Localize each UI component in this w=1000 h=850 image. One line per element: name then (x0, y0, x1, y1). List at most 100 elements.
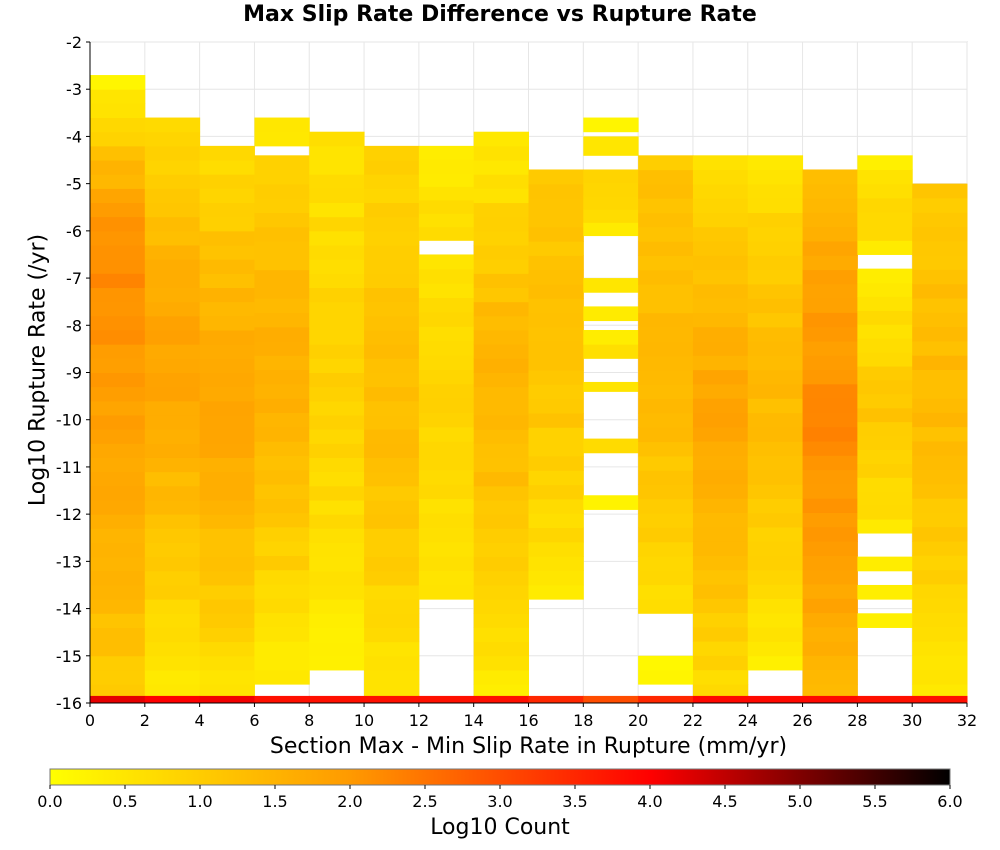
heatmap-cell (857, 613, 913, 628)
heatmap-cell (473, 202, 529, 218)
heatmap-cell (857, 407, 913, 423)
heatmap-cell (802, 240, 858, 256)
heatmap-cell (912, 298, 968, 313)
heatmap-cell (473, 542, 529, 558)
heatmap-cell (747, 398, 804, 414)
heatmap-cell (692, 512, 749, 528)
heatmap-cell (254, 484, 310, 499)
y-axis-label: Log10 Rupture Rate (/yr) (25, 233, 51, 507)
heatmap-cell (199, 145, 255, 161)
colorbar-tick-label: 3.0 (487, 792, 512, 811)
heatmap-cell (90, 372, 146, 388)
heatmap-cell (747, 512, 804, 528)
heatmap-cell (309, 145, 365, 161)
heatmap-cell (912, 455, 968, 471)
heatmap-cell (144, 514, 201, 529)
heatmap-cell (473, 528, 529, 543)
heatmap-cell (309, 499, 365, 515)
heatmap-cell (638, 655, 694, 671)
heatmap-cell (364, 330, 420, 345)
heatmap-cell (912, 626, 968, 642)
x-tick-label: 6 (249, 711, 259, 730)
heatmap-cell (364, 556, 420, 572)
heatmap-cell (473, 485, 529, 501)
heatmap-cell (802, 369, 858, 385)
heatmap-cell (90, 499, 146, 515)
heatmap-cell (583, 306, 639, 322)
heatmap-cell (90, 174, 146, 189)
heatmap-cell (418, 383, 475, 399)
heatmap-cell (802, 298, 858, 313)
heatmap-cell (692, 598, 749, 614)
heatmap-cell (418, 541, 475, 557)
heatmap-cell (199, 542, 255, 558)
heatmap-cell (199, 684, 255, 699)
heatmap-cell (473, 188, 529, 204)
heatmap-cell (364, 301, 420, 317)
heatmap-cell (473, 344, 529, 359)
heatmap-cell (747, 541, 804, 557)
heatmap-cell (692, 612, 749, 628)
y-tick-label: -10 (56, 411, 82, 430)
heatmap-cell (912, 412, 968, 428)
heatmap-cell (364, 344, 420, 359)
heatmap-cell (473, 315, 529, 331)
heatmap-cell (144, 188, 201, 204)
heatmap-cell (747, 612, 804, 628)
heatmap-cell (364, 627, 420, 643)
heatmap-cell (254, 455, 310, 471)
heatmap-cell (144, 330, 201, 345)
heatmap-cell (692, 469, 749, 485)
heatmap-cell (254, 669, 310, 685)
heatmap-cell (90, 287, 146, 303)
heatmap-cell (583, 278, 639, 293)
heatmap-cell (199, 216, 255, 232)
heatmap-cell (747, 412, 804, 428)
heatmap-cell (692, 298, 749, 313)
heatmap-cell (199, 344, 255, 359)
heatmap-cell (638, 556, 694, 571)
heatmap-cell (144, 584, 201, 600)
heatmap-cell (254, 183, 310, 199)
heatmap-cell (802, 169, 858, 185)
heatmap-cell (144, 202, 201, 218)
heatmap-cell (857, 268, 913, 284)
heatmap-cell (473, 216, 529, 232)
x-tick-label: 4 (195, 711, 205, 730)
heatmap-cell (528, 169, 584, 185)
heatmap-cell (802, 498, 858, 513)
heatmap-cell (692, 555, 749, 571)
heatmap-cell (912, 526, 968, 542)
heatmap-cell (418, 369, 475, 385)
heatmap-cell (912, 555, 968, 571)
heatmap-cell (802, 641, 858, 656)
heatmap-cell (692, 426, 749, 442)
heatmap-cell (418, 172, 475, 187)
heatmap-cell (309, 400, 365, 416)
heatmap-cell (528, 695, 584, 703)
heatmap-cell (254, 312, 310, 328)
heatmap-cell (638, 255, 694, 271)
heatmap-cell (144, 160, 201, 175)
heatmap-cell (528, 541, 584, 557)
heatmap-cell (747, 355, 804, 371)
heatmap-cell (638, 513, 694, 528)
heatmap-cell (747, 369, 804, 385)
heatmap-cell (638, 541, 694, 557)
chart-title: Max Slip Rate Difference vs Rupture Rate (243, 2, 757, 27)
heatmap-cell (254, 541, 310, 556)
heatmap-cell (802, 312, 858, 328)
heatmap-cell (309, 358, 365, 373)
heatmap-cell (802, 569, 858, 585)
heatmap-cell (254, 155, 310, 171)
heatmap-cell (692, 283, 749, 299)
heatmap-cell (473, 443, 529, 458)
x-tick-label: 18 (573, 711, 593, 730)
heatmap-cell (364, 145, 420, 161)
heatmap-cell (747, 183, 804, 199)
heatmap-cell (747, 169, 804, 185)
heatmap-cell (144, 556, 201, 572)
x-tick-label: 32 (957, 711, 977, 730)
heatmap-cell (857, 324, 913, 339)
